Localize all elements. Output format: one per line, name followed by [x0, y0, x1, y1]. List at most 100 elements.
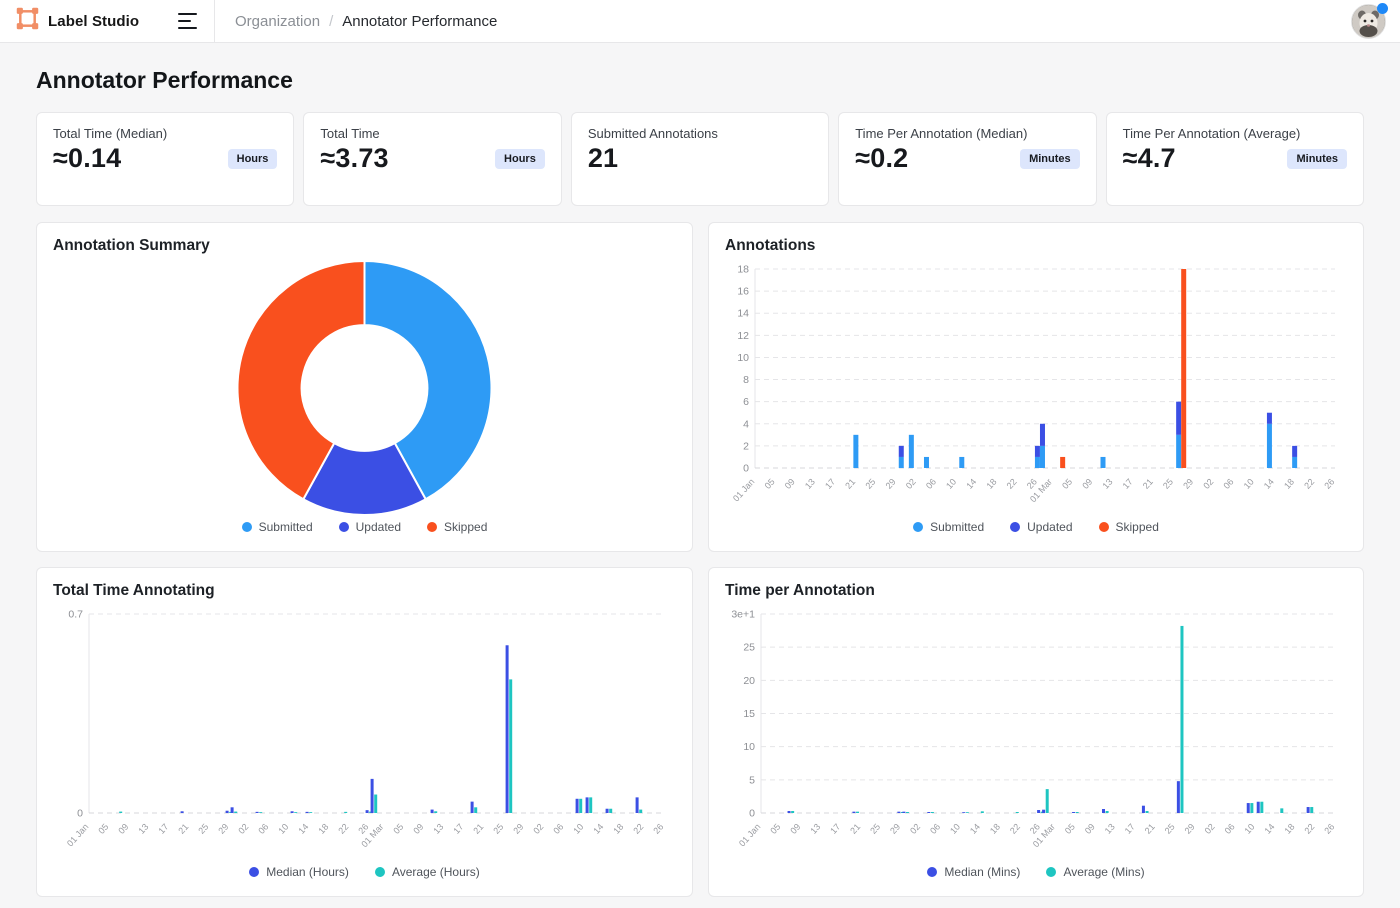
stat-card-submitted-annotations: Submitted Annotations 21 [571, 112, 829, 206]
legend-dot-icon [1046, 867, 1056, 877]
svg-text:13: 13 [431, 822, 445, 836]
legend-item[interactable]: Median (Mins) [927, 865, 1020, 879]
time-per-annotation-bar-chart-canvas: 3e+1252015105001 Jan05091317212529020610… [725, 604, 1347, 862]
svg-text:13: 13 [1100, 477, 1114, 491]
svg-text:05: 05 [1060, 477, 1074, 491]
charts-grid: Annotation Summary SubmittedUpdatedSkipp… [36, 222, 1364, 897]
legend-label: Average (Hours) [392, 865, 480, 879]
svg-text:06: 06 [551, 822, 565, 836]
svg-text:22: 22 [1008, 822, 1022, 836]
svg-text:21: 21 [471, 822, 485, 836]
svg-text:05: 05 [1063, 822, 1077, 836]
svg-text:09: 09 [1083, 822, 1097, 836]
svg-text:0: 0 [749, 808, 755, 820]
svg-text:02: 02 [908, 822, 922, 836]
svg-text:06: 06 [924, 477, 938, 491]
svg-text:17: 17 [1123, 822, 1137, 836]
stat-value: ≈4.7 [1123, 143, 1176, 174]
legend-label: Median (Hours) [266, 865, 349, 879]
svg-text:06: 06 [1221, 477, 1235, 491]
svg-text:05: 05 [96, 822, 110, 836]
legend-item[interactable]: Updated [339, 520, 401, 534]
svg-text:05: 05 [391, 822, 405, 836]
legend-item[interactable]: Updated [1010, 520, 1072, 534]
legend-item[interactable]: Average (Hours) [375, 865, 480, 879]
svg-text:17: 17 [1121, 477, 1135, 491]
svg-text:29: 29 [888, 822, 902, 836]
svg-text:29: 29 [1181, 477, 1195, 491]
stat-unit-badge: Minutes [1287, 149, 1347, 169]
stat-label: Time Per Annotation (Median) [855, 126, 1079, 141]
svg-text:10: 10 [276, 822, 290, 836]
svg-text:18: 18 [988, 822, 1002, 836]
svg-text:02: 02 [1201, 477, 1215, 491]
legend-item[interactable]: Submitted [913, 520, 984, 534]
legend-dot-icon [927, 867, 937, 877]
svg-text:02: 02 [236, 822, 250, 836]
legend-dot-icon [242, 522, 252, 532]
svg-text:29: 29 [216, 822, 230, 836]
stat-label: Total Time [320, 126, 544, 141]
svg-text:18: 18 [316, 822, 330, 836]
svg-text:13: 13 [136, 822, 150, 836]
svg-text:22: 22 [336, 822, 350, 836]
stat-card-total-time: Total Time ≈3.73 Hours [303, 112, 561, 206]
svg-text:22: 22 [1302, 477, 1316, 491]
svg-text:8: 8 [743, 374, 749, 386]
svg-text:01 Jan: 01 Jan [65, 822, 91, 849]
svg-text:05: 05 [768, 822, 782, 836]
stat-unit-badge: Hours [228, 149, 278, 169]
svg-text:26: 26 [1322, 822, 1336, 836]
chart-card-total-time-annotating: Total Time Annotating 0.7001 Jan05091317… [36, 567, 693, 897]
svg-text:29: 29 [1183, 822, 1197, 836]
legend-item[interactable]: Average (Mins) [1046, 865, 1144, 879]
legend-dot-icon [913, 522, 923, 532]
svg-text:17: 17 [823, 477, 837, 491]
brand[interactable]: Label Studio [16, 7, 166, 35]
header-right [1351, 0, 1400, 42]
svg-text:18: 18 [1282, 477, 1296, 491]
svg-text:5: 5 [749, 774, 755, 786]
svg-text:14: 14 [1262, 822, 1276, 836]
svg-text:26: 26 [1322, 477, 1336, 491]
svg-text:25: 25 [196, 822, 210, 836]
breadcrumb-organization[interactable]: Organization [235, 13, 320, 30]
svg-text:14: 14 [968, 822, 982, 836]
svg-text:06: 06 [256, 822, 270, 836]
svg-text:21: 21 [848, 822, 862, 836]
legend-dot-icon [1010, 522, 1020, 532]
svg-text:22: 22 [631, 822, 645, 836]
brand-name: Label Studio [48, 13, 139, 30]
svg-text:13: 13 [808, 822, 822, 836]
legend-item[interactable]: Skipped [1099, 520, 1159, 534]
legend-item[interactable]: Median (Hours) [249, 865, 349, 879]
svg-text:18: 18 [984, 477, 998, 491]
chart-card-annotation-summary: Annotation Summary SubmittedUpdatedSkipp… [36, 222, 693, 552]
legend-dot-icon [249, 867, 259, 877]
legend-label: Submitted [259, 520, 313, 534]
stat-unit-badge: Minutes [1020, 149, 1080, 169]
total-time-bar-chart-canvas: 0.7001 Jan050913172125290206101418222601… [53, 604, 676, 862]
user-avatar[interactable] [1351, 4, 1386, 39]
header-left: Label Studio [0, 0, 215, 42]
stats-row: Total Time (Median) ≈0.14 Hours Total Ti… [36, 112, 1364, 206]
stat-card-time-per-annotation-average: Time Per Annotation (Average) ≈4.7 Minut… [1106, 112, 1364, 206]
svg-text:10: 10 [743, 741, 755, 753]
svg-text:18: 18 [737, 264, 749, 276]
chart-legend: Submitted Updated Skipped [53, 517, 676, 537]
svg-text:15: 15 [743, 708, 755, 720]
header-bar: Label Studio Organization / Annotator Pe… [0, 0, 1400, 43]
svg-text:16: 16 [737, 286, 749, 298]
hamburger-menu-icon[interactable] [178, 13, 200, 29]
svg-text:21: 21 [176, 822, 190, 836]
svg-text:25: 25 [1161, 477, 1175, 491]
legend-item[interactable]: Skipped [427, 520, 487, 534]
svg-text:29: 29 [884, 477, 898, 491]
legend-label: Updated [356, 520, 401, 534]
chart-card-time-per-annotation: Time per Annotation 3e+1252015105001 Jan… [708, 567, 1364, 897]
stat-label: Total Time (Median) [53, 126, 277, 141]
svg-text:10: 10 [944, 477, 958, 491]
svg-text:25: 25 [1163, 822, 1177, 836]
svg-text:6: 6 [743, 396, 749, 408]
legend-item[interactable]: Submitted [242, 520, 313, 534]
